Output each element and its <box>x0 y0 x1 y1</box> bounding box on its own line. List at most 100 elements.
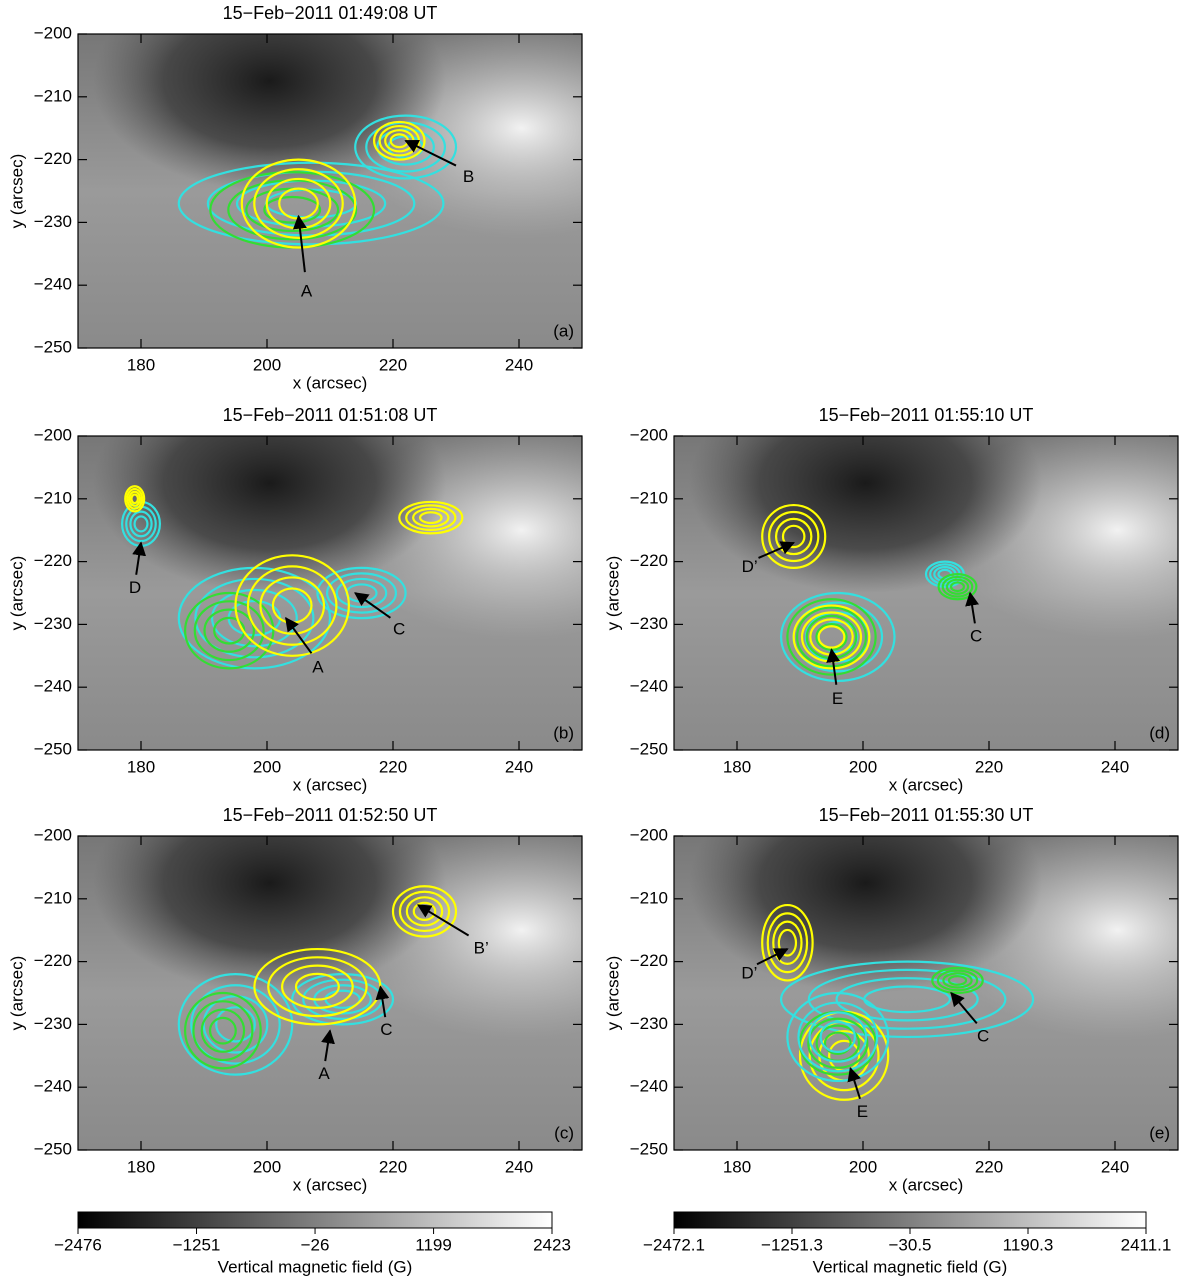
contour <box>215 1006 256 1043</box>
contour <box>372 120 426 161</box>
contour <box>391 885 458 938</box>
x-tick-label: 200 <box>849 757 877 776</box>
contour <box>418 511 443 525</box>
contour <box>129 510 153 538</box>
plot-area <box>78 836 582 1150</box>
annotation-arrow <box>950 991 978 1025</box>
y-tick-label: −210 <box>630 488 668 507</box>
panel-label: (d) <box>1149 723 1170 742</box>
x-tick-label: 200 <box>849 1157 877 1176</box>
contour <box>808 1011 868 1063</box>
y-tick-label: −240 <box>34 677 72 696</box>
y-tick-label: −210 <box>34 86 72 105</box>
y-tick-label: −200 <box>34 23 72 42</box>
y-tick-label: −220 <box>34 551 72 570</box>
panel-label: (e) <box>1149 1123 1170 1142</box>
y-axis-label: y (arcsec) <box>7 956 26 1031</box>
chart-title: 15−Feb−2011 01:55:10 UT <box>819 405 1034 425</box>
y-tick-label: −240 <box>630 1077 668 1096</box>
contour <box>128 490 142 507</box>
y-tick-label: −250 <box>630 1139 668 1158</box>
contour <box>326 572 397 614</box>
axes-frame <box>77 33 583 349</box>
y-tick-label: −230 <box>630 1014 668 1033</box>
contour <box>796 606 867 668</box>
annotation-arrow <box>292 214 307 273</box>
colorbar-tick-label: −2476 <box>54 1235 102 1254</box>
contour <box>294 972 340 1001</box>
colorbar-label: Vertical magnetic field (G) <box>813 1257 1008 1276</box>
contour <box>405 504 457 531</box>
colorbar-label: Vertical magnetic field (G) <box>218 1257 413 1276</box>
axes-frame <box>77 435 583 751</box>
annotation-arrow <box>417 904 470 937</box>
contour <box>398 890 451 933</box>
contour <box>259 576 326 635</box>
contour <box>124 485 146 513</box>
annotation-label: C <box>970 626 982 645</box>
annotation-arrow <box>758 541 795 559</box>
contour <box>200 1008 246 1053</box>
contour <box>130 493 140 505</box>
y-axis-label: y (arcsec) <box>603 556 622 631</box>
contour <box>817 625 846 649</box>
contour <box>405 896 444 927</box>
x-tick-label: 200 <box>253 1157 281 1176</box>
colorbar <box>77 1211 553 1229</box>
annotation-label: B <box>463 167 474 186</box>
contour <box>761 503 827 569</box>
x-tick-label: 200 <box>253 355 281 374</box>
contour <box>942 972 973 989</box>
contour <box>807 968 1007 1030</box>
contour <box>779 960 1035 1039</box>
x-tick-label: 180 <box>723 1157 751 1176</box>
annotation-arrow <box>847 1067 861 1100</box>
x-axis-label: x (arcsec) <box>293 373 368 392</box>
axes-frame <box>673 435 1179 751</box>
contour <box>192 1000 254 1062</box>
contour <box>786 598 877 676</box>
contour <box>291 973 395 1026</box>
x-tick-label: 200 <box>253 757 281 776</box>
annotation-arrow <box>404 139 457 167</box>
annotation-label: D’ <box>741 964 757 983</box>
annotation-label: A <box>312 658 324 677</box>
x-tick-label: 240 <box>505 757 533 776</box>
contour <box>177 161 445 246</box>
contour <box>208 1016 237 1045</box>
y-tick-label: −220 <box>630 951 668 970</box>
axes-frame <box>673 835 1179 1151</box>
contour <box>263 195 322 224</box>
y-tick-label: −230 <box>34 212 72 231</box>
plot-area <box>674 436 1178 750</box>
contour <box>936 969 979 992</box>
contour <box>203 608 255 653</box>
contour <box>772 920 803 965</box>
annotation-label: B’ <box>474 939 489 958</box>
y-tick-label: −230 <box>34 614 72 633</box>
chart-title: 15−Feb−2011 01:55:30 UT <box>819 805 1034 825</box>
y-tick-label: −200 <box>34 425 72 444</box>
x-tick-label: 220 <box>379 355 407 374</box>
contour <box>335 577 388 609</box>
x-axis-label: x (arcsec) <box>293 775 368 794</box>
plot-area <box>78 34 582 348</box>
y-tick-label: −210 <box>630 888 668 907</box>
colorbar-tick-label: −1251 <box>173 1235 221 1254</box>
contour <box>766 912 809 974</box>
axes-frame <box>77 835 583 1151</box>
contour <box>376 128 435 166</box>
contour <box>234 554 351 657</box>
annotation-label: E <box>832 689 843 708</box>
x-tick-label: 220 <box>975 1157 1003 1176</box>
annotation-arrow <box>965 591 979 624</box>
contour <box>194 577 315 659</box>
annotation-label: A <box>318 1064 330 1083</box>
contour <box>240 158 357 249</box>
y-tick-label: −220 <box>34 149 72 168</box>
y-tick-label: −200 <box>630 425 668 444</box>
annotation-arrow <box>132 541 147 575</box>
contour <box>412 901 437 922</box>
y-tick-label: −250 <box>34 1139 72 1158</box>
y-tick-label: −210 <box>34 488 72 507</box>
